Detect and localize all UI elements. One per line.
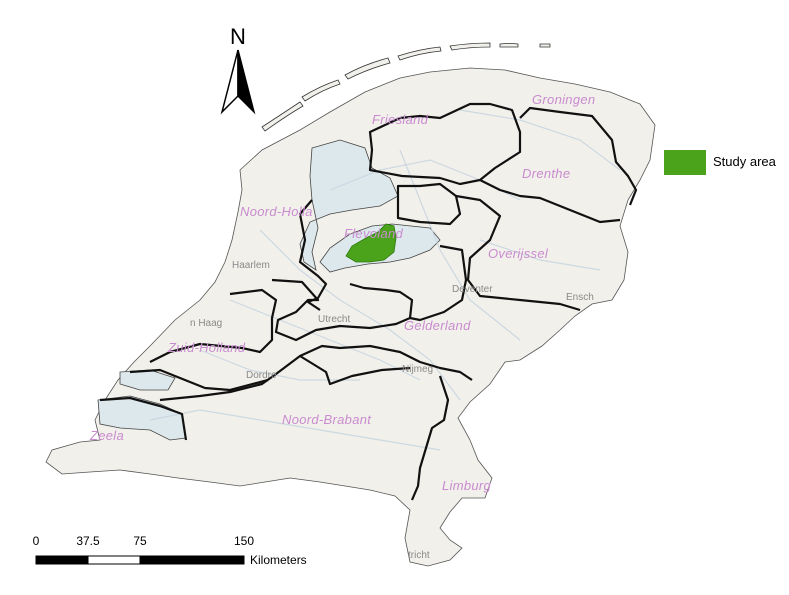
scale-bar-segment [87,555,141,565]
boundary-zuid-gelderland [299,355,411,386]
boundary-friesland-groningen [519,106,638,206]
boundary-drenthe [479,179,621,224]
legend-label-study-area: Study area [713,154,776,169]
label-haarlem: Haarlem [232,260,270,271]
label-noord-brabant: Noord-Brabant [282,412,372,427]
boundary-friesland-drenthe [368,102,522,186]
boundary-zeeland [129,368,269,392]
scale-bar-segment [139,555,245,565]
boundary-overijssel [455,194,581,312]
label-zuid-holland: Zuid-Holland [167,340,246,355]
boundary-flevoland [396,182,462,226]
north-arrow-right-icon [237,49,256,115]
legend-swatch-study-area [664,150,706,175]
boundary-gelderland [409,244,468,322]
label-limburg: Limburg [442,478,492,493]
north-arrow: N [220,24,256,115]
boundary-utrecht [271,278,414,342]
scale-bar-tick-label: 37.5 [76,534,100,548]
label-dordrecht: Dordre [246,370,277,381]
north-label: N [230,24,246,49]
province-labels: Groningen Friesland Drenthe Noord-Holla … [89,92,595,493]
label-flevoland: Flevoland [344,226,404,241]
label-gelderland: Gelderland [404,318,471,333]
label-deventer: Deventer [452,284,493,295]
scale-bar-tick-label: 150 [233,534,255,548]
study-area-polygon [345,223,397,263]
label-drenthe: Drenthe [522,166,570,181]
label-zeeland: Zeela [89,428,124,443]
boundary-brabant-north [159,344,473,402]
scale-bar [35,555,245,565]
boundary-brabant-limburg [410,375,450,501]
province-boundaries [99,102,638,501]
label-maastricht: tricht [408,550,430,561]
boundary-zuid-holland [149,288,278,363]
label-den-haag: n Haag [190,318,222,329]
boundary-zeeland-inner [99,396,188,441]
netherlands-landmass [45,67,656,567]
label-enschede: Ensch [566,292,594,303]
wadden-islands [261,42,551,132]
label-groningen: Groningen [532,92,595,107]
scale-bar-tick-label: 0 [32,534,40,548]
scale-bar-units: Kilometers [250,553,307,567]
scale-bar-segment [35,555,89,565]
north-arrow-left-icon [220,49,239,115]
scale-bar-tick-label: 75 [133,534,147,548]
label-overijssel: Overijssel [488,246,549,261]
label-noord-holland: Noord-Holla [240,204,313,219]
label-nijmegen: Nijmeg [402,364,433,375]
city-labels: Haarlem n Haag Utrecht Deventer Ensch Do… [190,260,594,561]
label-utrecht: Utrecht [318,314,350,325]
label-friesland: Friesland [372,112,429,127]
